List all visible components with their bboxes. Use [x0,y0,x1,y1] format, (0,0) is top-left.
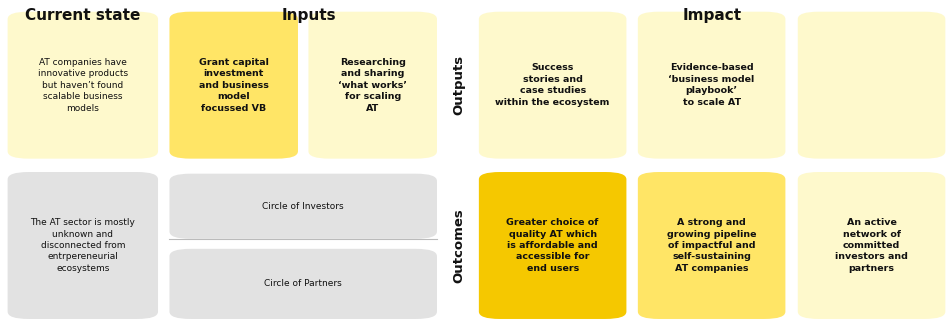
FancyBboxPatch shape [638,172,785,319]
Circle shape [154,166,166,170]
Text: Outputs: Outputs [452,55,466,115]
FancyBboxPatch shape [8,12,158,159]
Text: Circle of Investors: Circle of Investors [263,202,344,211]
FancyBboxPatch shape [638,12,785,159]
Text: Impact: Impact [683,8,742,23]
Circle shape [443,166,454,170]
FancyBboxPatch shape [169,174,437,239]
FancyBboxPatch shape [8,172,158,319]
FancyBboxPatch shape [479,12,626,159]
Text: Grant capital
investment
and business
model
focussed VB: Grant capital investment and business mo… [199,58,268,113]
FancyBboxPatch shape [169,12,298,159]
Text: Inputs: Inputs [282,8,337,23]
Circle shape [433,166,445,170]
Text: Current state: Current state [25,8,141,23]
Text: The AT sector is mostly
unknown and
disconnected from
entrpereneurial
ecosystems: The AT sector is mostly unknown and disc… [30,218,135,273]
Text: Evidence-based
‘business model
playbook’
to scale AT: Evidence-based ‘business model playbook’… [668,63,755,107]
FancyBboxPatch shape [169,249,437,319]
Text: Greater choice of
quality AT which
is affordable and
accessible for
end users: Greater choice of quality AT which is af… [506,218,599,273]
Text: Success
stories and
case studies
within the ecosystem: Success stories and case studies within … [495,63,610,107]
Text: Researching
and sharing
‘what works’
for scaling
AT: Researching and sharing ‘what works’ for… [338,58,407,113]
FancyBboxPatch shape [479,172,626,319]
Text: Outcomes: Outcomes [452,208,466,283]
FancyBboxPatch shape [798,172,945,319]
Text: AT companies have
innovative products
but haven’t found
scalable business
models: AT companies have innovative products bu… [38,58,128,113]
FancyBboxPatch shape [308,12,437,159]
Text: An active
network of
committed
investors and
partners: An active network of committed investors… [835,218,908,273]
Text: A strong and
growing pipeline
of impactful and
self-sustaining
AT companies: A strong and growing pipeline of impactf… [666,218,757,273]
Circle shape [164,166,175,170]
Text: Circle of Partners: Circle of Partners [265,280,342,288]
FancyBboxPatch shape [798,12,945,159]
